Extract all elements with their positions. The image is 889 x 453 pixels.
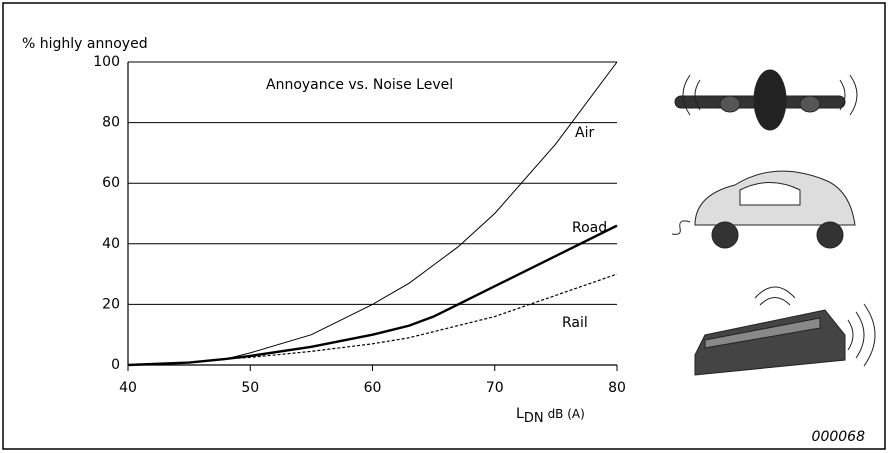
- x-label-main: L: [516, 406, 524, 422]
- series-label: Air: [575, 125, 594, 141]
- series-line: [127, 273, 618, 366]
- chart-title: Annoyance vs. Noise Level: [266, 77, 453, 93]
- series-label: Road: [572, 220, 607, 236]
- x-axis-label: LDN dB (A): [516, 406, 585, 426]
- y-tick-label: 100: [93, 54, 120, 70]
- y-tick-label: 80: [102, 115, 120, 131]
- y-tick-label: 0: [111, 357, 120, 373]
- car-icon: [671, 170, 856, 249]
- x-tick-label: 50: [241, 380, 259, 396]
- x-label-sub: DN: [524, 411, 544, 426]
- y-tick-label: 20: [102, 296, 120, 312]
- x-tick-label: 80: [608, 380, 626, 396]
- x-tick-label: 40: [119, 380, 137, 396]
- train-icon: [694, 286, 876, 376]
- y-axis-label: % highly annoyed: [22, 36, 148, 52]
- series-label: Rail: [562, 315, 588, 331]
- x-tick-label: 70: [486, 380, 504, 396]
- figure-id: 000068: [812, 429, 866, 445]
- y-tick-label: 60: [102, 175, 120, 191]
- y-tick-label: 40: [102, 236, 120, 252]
- x-label-unit: dB (A): [548, 407, 585, 421]
- x-tick-label: 60: [364, 380, 382, 396]
- plane-icon: [674, 69, 858, 131]
